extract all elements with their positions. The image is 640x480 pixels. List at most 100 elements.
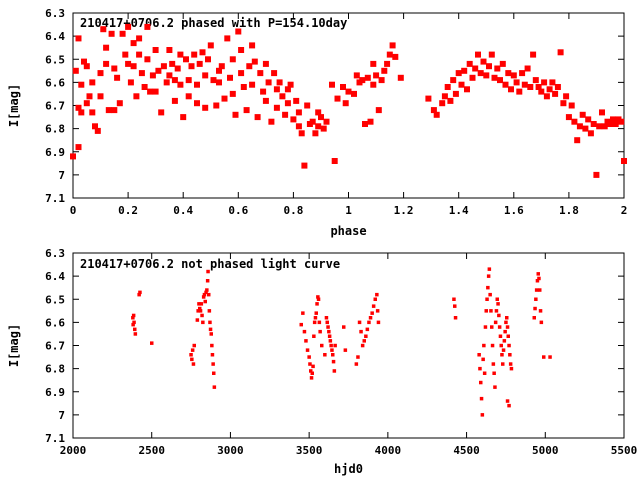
data-point bbox=[483, 325, 488, 329]
data-point bbox=[185, 93, 192, 100]
data-point bbox=[483, 72, 490, 79]
data-point bbox=[197, 302, 201, 306]
data-point bbox=[203, 299, 207, 304]
data-point bbox=[375, 107, 382, 114]
data-point bbox=[103, 44, 110, 51]
data-point bbox=[345, 88, 352, 95]
data-point bbox=[535, 84, 542, 90]
data-point bbox=[441, 93, 448, 100]
data-point bbox=[477, 353, 481, 357]
data-point bbox=[546, 86, 553, 93]
data-point bbox=[213, 102, 220, 109]
data-point bbox=[494, 65, 501, 72]
data-point bbox=[273, 104, 280, 111]
data-point bbox=[276, 79, 283, 86]
data-point bbox=[216, 67, 222, 74]
x-tick-label: 0.6 bbox=[228, 204, 248, 217]
x-tick-label: 0.8 bbox=[283, 204, 303, 217]
data-point bbox=[356, 355, 360, 359]
data-point bbox=[251, 58, 258, 65]
data-point bbox=[502, 81, 509, 88]
data-point bbox=[150, 341, 154, 345]
x-tick-label: 1 bbox=[345, 204, 352, 217]
data-point bbox=[490, 343, 495, 348]
data-point bbox=[499, 343, 503, 348]
data-point bbox=[315, 109, 322, 116]
data-point bbox=[207, 42, 214, 49]
data-point bbox=[309, 369, 313, 373]
data-point bbox=[301, 162, 308, 169]
data-point bbox=[323, 353, 327, 357]
data-point bbox=[593, 171, 600, 178]
data-point bbox=[607, 121, 614, 127]
data-point bbox=[493, 320, 498, 325]
data-point bbox=[211, 362, 215, 366]
data-point bbox=[137, 292, 141, 297]
data-point bbox=[317, 320, 322, 325]
data-point bbox=[480, 413, 485, 417]
data-point bbox=[195, 318, 200, 322]
data-point bbox=[127, 79, 134, 86]
data-point bbox=[92, 123, 98, 130]
data-point bbox=[174, 65, 181, 72]
data-point bbox=[532, 77, 539, 84]
data-point bbox=[488, 51, 495, 58]
phased-light-curve-panel: 0 0.2 0.4 0.6 0.8 1 1.2 1.4 1.6 1.8 2 6.3 6.4 6.5 6.6 6… bbox=[7, 7, 627, 238]
data-point bbox=[492, 371, 496, 375]
data-point bbox=[201, 295, 206, 299]
data-point bbox=[312, 130, 319, 137]
y-axis-title: I[mag] bbox=[7, 84, 21, 127]
data-point bbox=[371, 304, 376, 308]
data-point bbox=[144, 56, 151, 63]
data-point bbox=[311, 364, 315, 369]
data-point bbox=[329, 81, 335, 88]
plot-frame bbox=[72, 252, 625, 439]
data-point bbox=[481, 357, 485, 362]
data-point bbox=[340, 84, 346, 90]
data-point bbox=[508, 362, 513, 366]
data-point bbox=[384, 60, 391, 67]
x-tick-label: 2500 bbox=[138, 444, 165, 457]
data-point bbox=[484, 309, 488, 313]
data-point bbox=[549, 79, 556, 86]
data-point bbox=[477, 70, 484, 77]
data-point bbox=[370, 81, 377, 88]
data-point bbox=[314, 311, 318, 315]
data-point bbox=[375, 309, 380, 313]
data-point bbox=[587, 130, 594, 137]
data-point bbox=[389, 42, 396, 49]
data-point bbox=[560, 100, 567, 107]
data-point bbox=[480, 58, 487, 65]
data-point bbox=[72, 67, 79, 74]
data-point bbox=[563, 93, 570, 100]
data-point bbox=[450, 77, 457, 84]
data-point bbox=[491, 74, 498, 81]
data-point bbox=[131, 322, 135, 327]
data-point bbox=[210, 343, 214, 348]
data-point bbox=[257, 70, 264, 77]
data-point bbox=[367, 118, 374, 125]
y-tick-label: 6.4 bbox=[45, 270, 65, 283]
data-point bbox=[194, 81, 200, 88]
data-point bbox=[191, 51, 198, 58]
data-point bbox=[524, 65, 531, 72]
y-tick-label: 6.9 bbox=[45, 386, 65, 399]
x-tick-label: 2000 bbox=[60, 444, 87, 457]
data-point bbox=[579, 111, 586, 118]
data-point bbox=[498, 334, 503, 338]
data-point bbox=[466, 60, 473, 67]
data-point bbox=[501, 348, 506, 352]
y-tick-label: 6.4 bbox=[45, 30, 65, 43]
data-point bbox=[331, 359, 336, 364]
data-point bbox=[163, 79, 170, 86]
data-point bbox=[331, 353, 335, 357]
data-point bbox=[185, 77, 192, 84]
data-point bbox=[316, 295, 320, 299]
y-tick-label: 6.9 bbox=[45, 146, 65, 159]
data-point bbox=[287, 81, 294, 88]
data-point bbox=[565, 114, 572, 121]
data-point bbox=[132, 320, 136, 325]
data-point bbox=[554, 84, 561, 90]
data-point bbox=[325, 320, 329, 325]
data-point bbox=[486, 285, 490, 290]
